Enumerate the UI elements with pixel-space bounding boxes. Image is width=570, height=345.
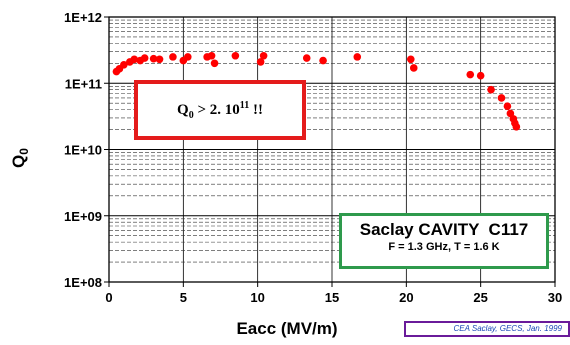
- y-tick-label: 1E+08: [64, 275, 102, 290]
- x-tick-label: 25: [473, 290, 487, 305]
- data-point: [353, 53, 362, 61]
- data-point: [140, 54, 149, 62]
- x-axis-label: Eacc (MV/m): [236, 319, 337, 338]
- credit-label: CEA Saclay, GECS, Jan. 1999: [404, 321, 570, 337]
- x-tick-label: 20: [399, 290, 413, 305]
- data-point: [409, 64, 418, 72]
- data-point: [256, 58, 265, 66]
- y-tick-label: 1E+11: [65, 76, 102, 91]
- cavity-info-box: Saclay CAVITY C117 F = 1.3 GHz, T = 1.6 …: [339, 213, 549, 269]
- data-point: [466, 70, 475, 79]
- data-point: [231, 51, 240, 60]
- data-point: [512, 123, 521, 131]
- data-point: [487, 85, 495, 94]
- data-point: [476, 71, 485, 80]
- data-point: [183, 53, 192, 61]
- q0-annotation-text: Q0 > 2. 1011 !!: [177, 99, 263, 121]
- data-series: [112, 51, 521, 131]
- data-point: [406, 55, 415, 64]
- y-axis-label: Q0: [9, 148, 31, 168]
- data-point: [302, 54, 311, 62]
- y-tick-label: 1E+09: [64, 209, 102, 224]
- x-tick-label: 5: [180, 290, 187, 305]
- y-axis: 1E+08 1E+09 1E+10 1E+11 1E+12: [64, 10, 109, 290]
- data-point: [210, 59, 219, 68]
- data-point: [149, 54, 158, 63]
- data-point: [155, 55, 164, 64]
- y-tick-label: 1E+10: [64, 143, 102, 158]
- x-tick-label: 0: [105, 290, 112, 305]
- x-axis: 0 5 10 15 20 25 30: [105, 282, 562, 305]
- x-tick-label: 10: [250, 290, 264, 305]
- data-point: [503, 102, 512, 111]
- cavity-conditions: F = 1.3 GHz, T = 1.6 K: [388, 241, 500, 253]
- data-point: [259, 51, 268, 60]
- data-point: [120, 60, 128, 69]
- y-tick-label: 1E+12: [64, 10, 102, 25]
- q0-annotation-box: Q0 > 2. 1011 !!: [134, 80, 306, 140]
- data-point: [169, 53, 177, 61]
- x-tick-label: 15: [325, 290, 339, 305]
- data-point: [207, 51, 216, 60]
- data-point: [130, 55, 139, 64]
- x-tick-label: 30: [548, 290, 562, 305]
- data-point: [497, 94, 506, 102]
- cavity-title: Saclay CAVITY C117: [359, 220, 529, 239]
- data-point: [319, 56, 327, 65]
